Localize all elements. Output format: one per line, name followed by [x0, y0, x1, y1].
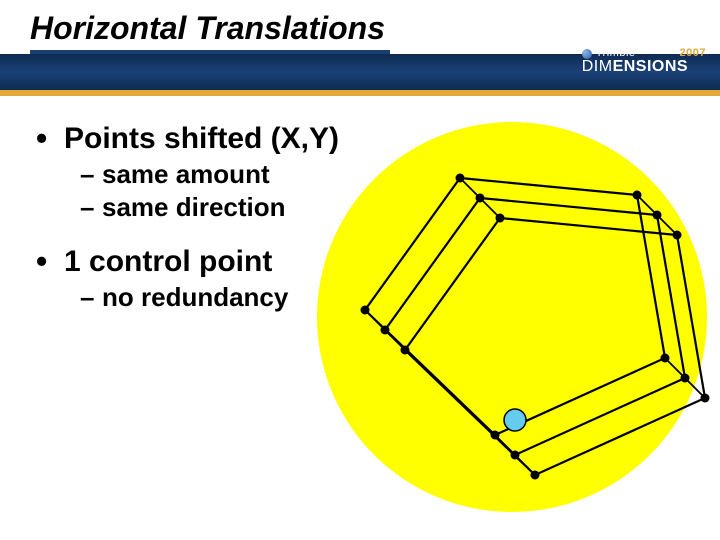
- slide-title: Horizontal Translations: [30, 10, 385, 47]
- logo-product: DIMENSIONS: [582, 59, 706, 75]
- translation-diagram: [315, 120, 710, 515]
- brand-logo: Trimble 2007 DIMENSIONS: [582, 48, 706, 75]
- globe-icon: [582, 49, 592, 59]
- slide-header: Horizontal Translations Trimble 2007 DIM…: [0, 0, 720, 94]
